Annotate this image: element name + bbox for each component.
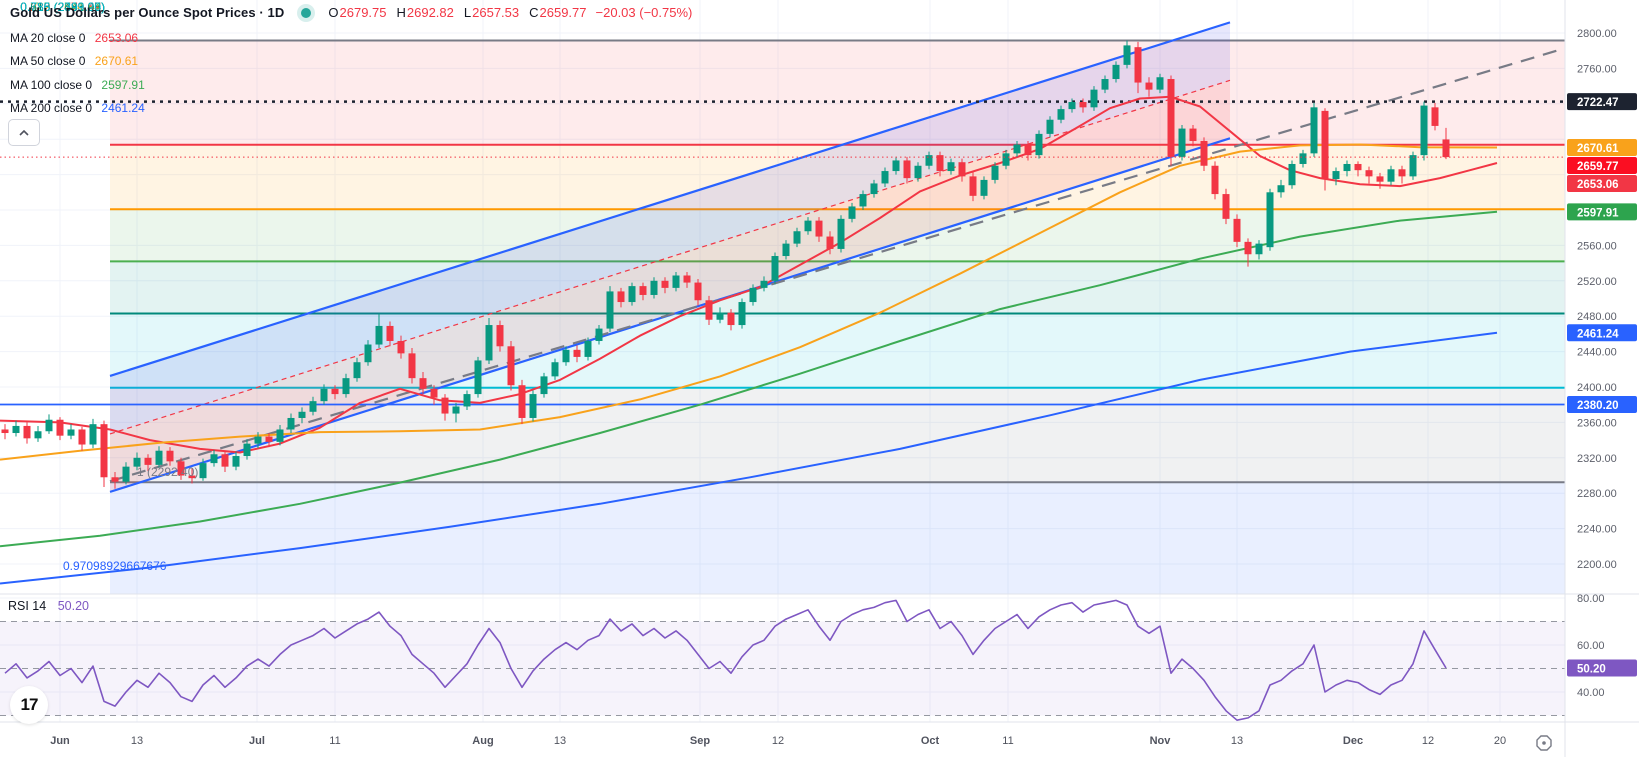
price-tick: 2560.00 (1577, 240, 1617, 252)
symbol-header: Gold US Dollars per Ounce Spot Prices · … (10, 5, 692, 20)
price-tick: 2760.00 (1577, 63, 1617, 75)
ma50-legend-row[interactable]: MA 50 close 0 2670.61 (10, 54, 138, 68)
time-tick: 11 (329, 735, 340, 747)
ma200-value: 2461.24 (101, 101, 145, 115)
plot-area[interactable] (0, 0, 1600, 722)
ma20-label: MA 20 close 0 (10, 31, 86, 45)
time-tick: Jul (249, 735, 265, 747)
rsi-name: RSI 14 (8, 599, 47, 613)
price-tick: 2400.00 (1577, 382, 1617, 394)
price-badge[interactable]: 2380.20 (1567, 396, 1637, 414)
fib-label: 0.786 (2399.20) (20, 0, 105, 14)
tradingview-logo-glyph: 17 (20, 695, 39, 714)
fib-label: 0 (2791.47) (43, 0, 105, 14)
rsi-pane[interactable] (0, 599, 1565, 721)
rsi-badge[interactable]: 50.20 (1567, 659, 1637, 677)
price-tick: 2480.00 (1577, 311, 1617, 323)
change-value: −20.03 (−0.75%) (595, 5, 693, 20)
ma-line-ma50 (0, 143, 1498, 461)
time-tick: Oct (921, 735, 940, 747)
collapse-legend-button[interactable] (8, 119, 40, 146)
clock-settings-icon[interactable] (1534, 733, 1554, 753)
fib-label: 0.236 (2673.69) (20, 0, 105, 14)
fib-label: 0.5 (2541.94) (33, 0, 105, 14)
ma200-label: MA 200 close 0 (10, 101, 93, 115)
ma200-legend-row[interactable]: MA 200 close 0 2461.24 (10, 101, 145, 115)
candlestick-series (1, 40, 1450, 489)
time-tick: Sep (690, 735, 710, 747)
rsi-tick: 60.00 (1577, 640, 1605, 652)
fib-label: 0.382 (2600.83) (20, 0, 105, 14)
time-tick: 12 (772, 735, 784, 747)
price-badge[interactable]: 2653.06 (1567, 175, 1637, 193)
svg-text:2653.06: 2653.06 (1577, 179, 1619, 191)
ma50-label: MA 50 close 0 (10, 54, 86, 68)
time-tick: 11 (1002, 735, 1013, 747)
time-tick: 20 (1494, 735, 1506, 747)
rsi-line (4, 599, 1447, 721)
time-tick: Jun (50, 735, 70, 747)
price-axis[interactable]: 2800.00 2760.00 2560.00 2520.00 2480.00 2440.… (1577, 28, 1617, 699)
symbol-title[interactable]: Gold US Dollars per Ounce Spot Prices · … (10, 5, 285, 20)
close-value: C2659.77 (529, 5, 587, 20)
ma20-value: 2653.06 (94, 31, 139, 45)
price-badge[interactable]: 2597.91 (1567, 203, 1637, 221)
svg-text:2670.61: 2670.61 (1577, 143, 1619, 155)
price-tick: 2800.00 (1577, 28, 1617, 40)
price-badge[interactable]: 2461.24 (1567, 324, 1637, 342)
svg-text:2659.77: 2659.77 (1577, 161, 1619, 173)
ma20-legend-row[interactable]: MA 20 close 0 2653.06 (10, 31, 138, 45)
ma-line-ma200 (0, 331, 1498, 585)
price-tick: 2520.00 (1577, 276, 1617, 288)
price-tick: 2440.00 (1577, 347, 1617, 359)
rsi-tick: 80.00 (1577, 593, 1605, 605)
high-value: H2692.82 (396, 5, 454, 20)
time-tick: 13 (554, 735, 566, 747)
time-tick: 12 (1422, 735, 1434, 747)
time-tick: Aug (472, 735, 493, 747)
svg-text:2722.47: 2722.47 (1577, 97, 1619, 109)
svg-text:2380.20: 2380.20 (1577, 400, 1619, 412)
ma50-value: 2670.61 (94, 54, 139, 68)
low-value: L2657.53 (463, 5, 520, 20)
price-tick: 2200.00 (1577, 559, 1617, 571)
fib-label: 0.618 (2483.05) (20, 0, 105, 14)
ma-line-ma20 (0, 95, 1498, 454)
price-tick: 2320.00 (1577, 453, 1617, 465)
fib-label: 1 (2292.40) (137, 465, 199, 480)
price-tick: 2360.00 (1577, 417, 1617, 429)
market-status-dot-icon[interactable] (301, 7, 312, 18)
chevron-up-icon (19, 129, 29, 136)
price-badge[interactable]: 2722.47 (1567, 93, 1637, 111)
price-tick: 2240.00 (1577, 524, 1617, 536)
price-badge[interactable]: 2659.77 (1567, 157, 1637, 175)
trendline-dashed[interactable] (109, 38, 1600, 483)
ma100-label: MA 100 close 0 (10, 78, 93, 92)
time-axis[interactable]: Jun 13 Jul 11 Aug 13 Sep 12 Oct 11 Nov 13 Dec 12 20 (50, 735, 1506, 747)
fib-retracement (110, 39, 1565, 594)
rsi-value: 50.20 (57, 599, 89, 613)
ma100-value: 2597.91 (101, 78, 145, 92)
time-tick: Nov (1150, 735, 1172, 747)
rsi-legend-row[interactable]: RSI 14 50.20 (8, 599, 89, 613)
fib-label: 0.97098929667676 (63, 559, 167, 573)
price-badge[interactable]: 2670.61 (1567, 139, 1637, 157)
svg-text:2461.24: 2461.24 (1577, 328, 1619, 340)
time-tick: 13 (131, 735, 143, 747)
svg-text:2597.91: 2597.91 (1577, 207, 1619, 219)
svg-text:50.20: 50.20 (1577, 664, 1606, 676)
ma100-legend-row[interactable]: MA 100 close 0 2597.91 (10, 78, 145, 92)
open-value: O2679.75 (328, 5, 387, 20)
price-tick: 2280.00 (1577, 488, 1617, 500)
rsi-tick: 40.00 (1577, 687, 1605, 699)
tradingview-logo[interactable]: 17 (10, 686, 48, 724)
ohlc-values: O2679.75 H2692.82 L2657.53 C2659.77 (328, 5, 586, 20)
time-tick: 13 (1231, 735, 1243, 747)
time-tick: Dec (1343, 735, 1363, 747)
